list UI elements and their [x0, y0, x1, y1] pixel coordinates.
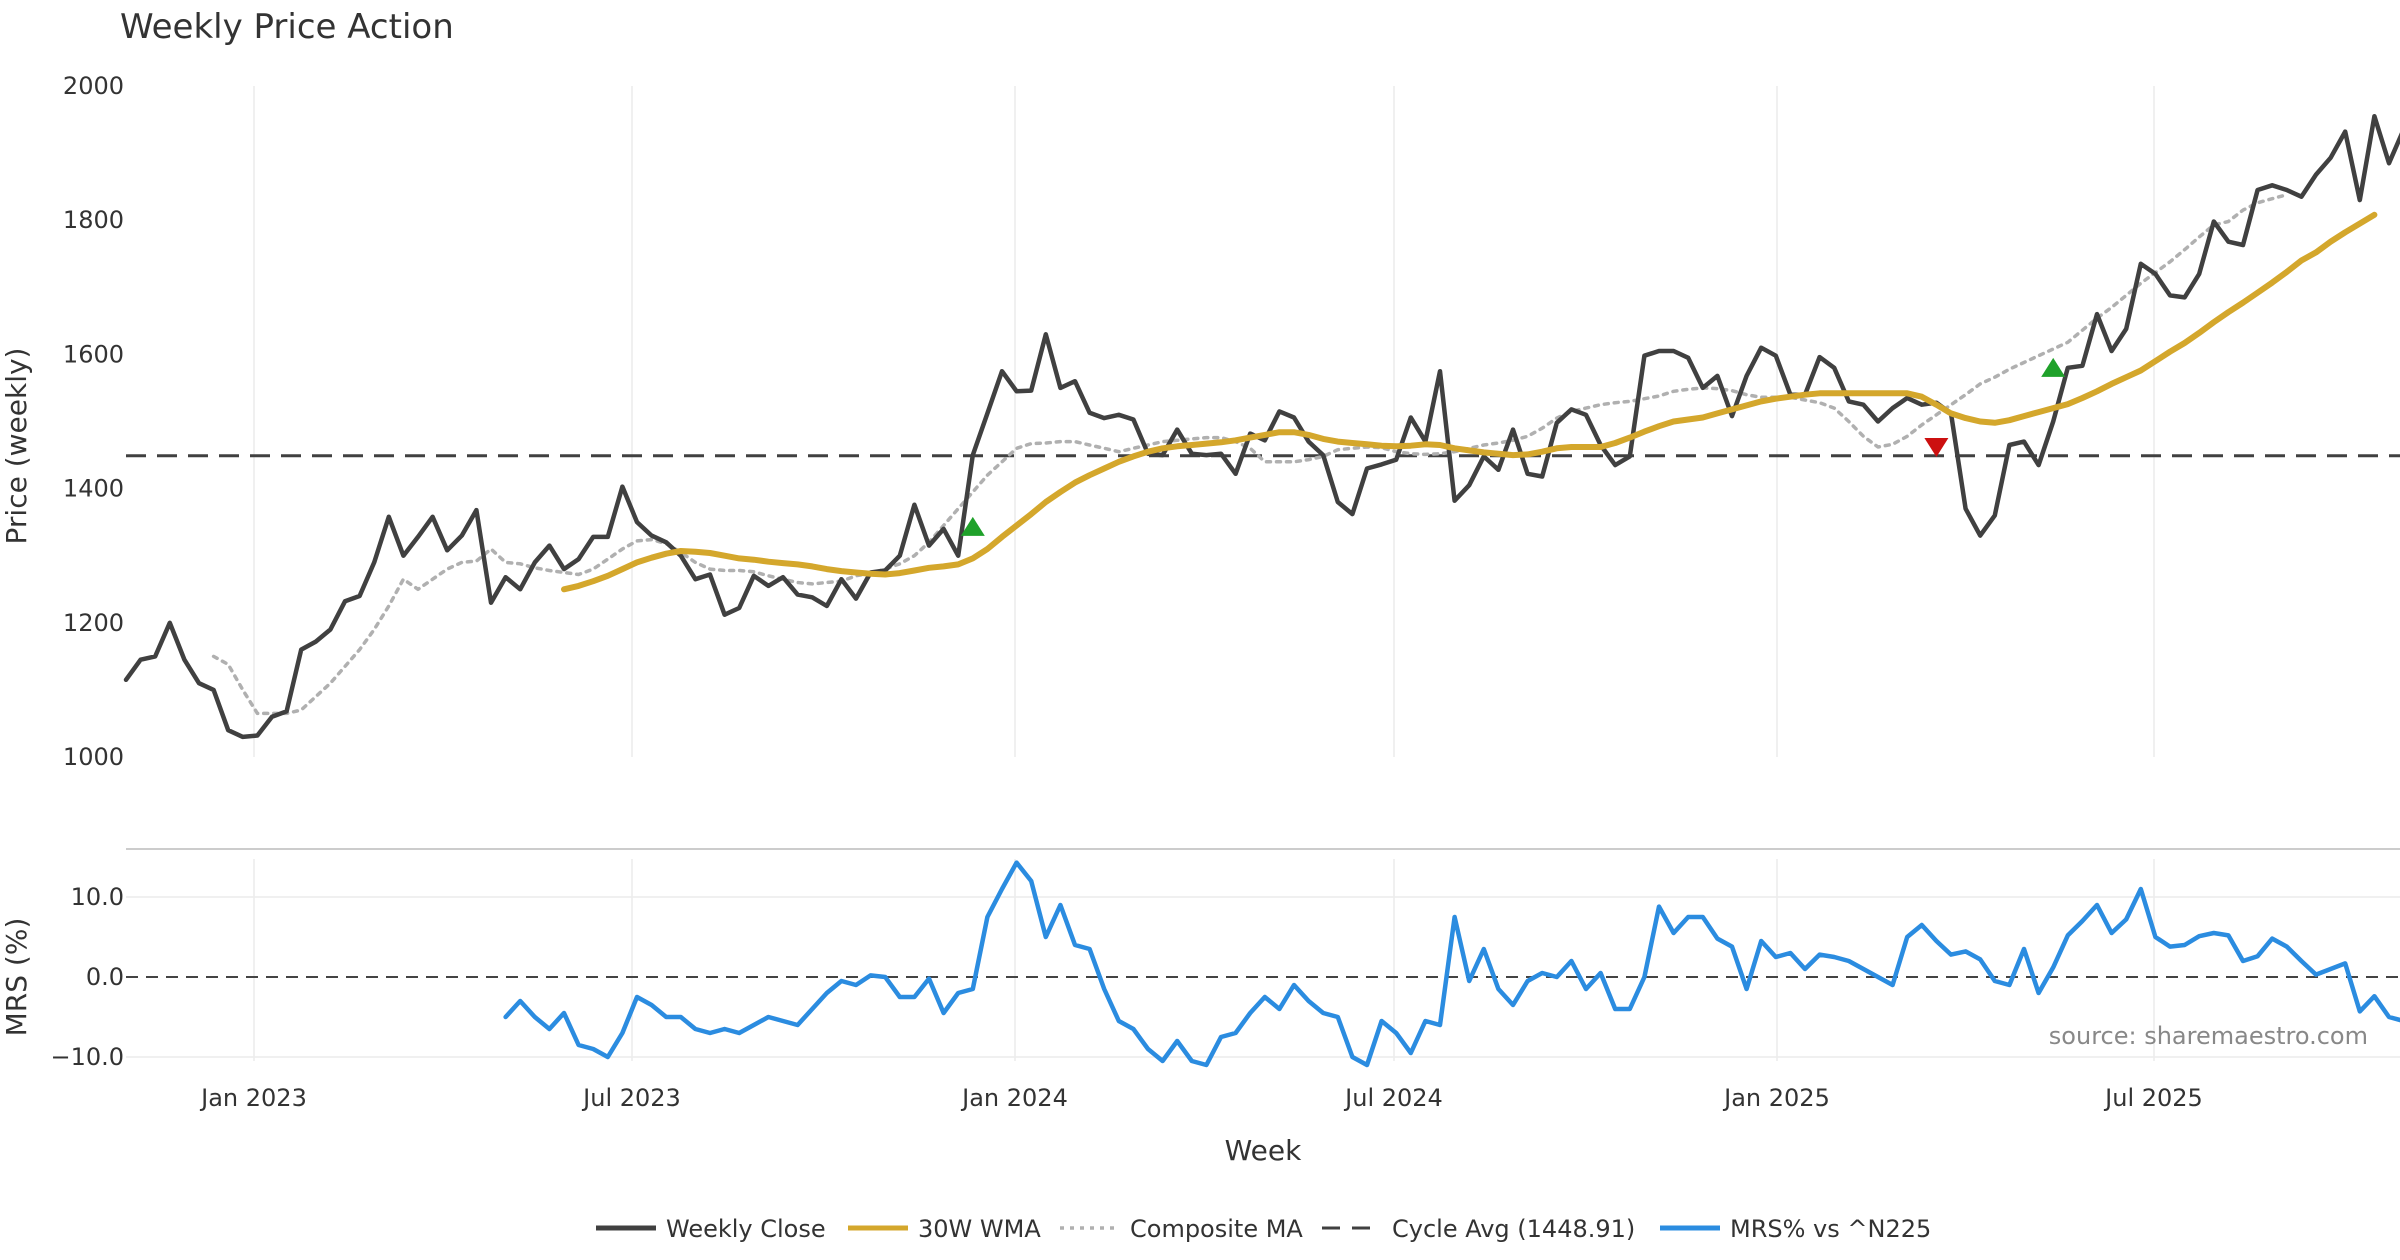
mrs-y-ticks: 10.0 0.0 −10.0	[50, 883, 124, 1071]
30w-wma-line	[561, 211, 2378, 593]
legend-label: Weekly Close	[666, 1215, 826, 1243]
buy-signal-marker	[960, 516, 985, 536]
price-y-axis-label: Price (weekly)	[0, 348, 33, 545]
price-series	[123, 113, 2400, 740]
price-y-tick-label: 1800	[63, 206, 124, 234]
composite-ma-line	[211, 192, 2289, 716]
price-panel: 1000 1200 1400 1600 1800 2000 Price (weekly)	[0, 72, 2400, 771]
mrs-series	[503, 860, 2400, 1068]
x-ticks: Jan 2023 Jul 2023 Jan 2024 Jul 2024 Jan 2025…	[199, 1084, 2203, 1112]
mrs-y-axis-label: MRS (%)	[0, 918, 33, 1037]
weekly-close-line	[123, 113, 2400, 740]
legend-label: Cycle Avg (1448.91)	[1392, 1215, 1635, 1243]
chart-title: Weekly Price Action	[120, 7, 454, 47]
x-axis-label: Week	[1225, 1134, 1302, 1167]
legend-label: Composite MA	[1130, 1215, 1303, 1243]
buy-signal-marker	[2041, 357, 2066, 377]
x-tick-label: Jan 2023	[199, 1084, 307, 1112]
legend: Weekly Close 30W WMA Composite MA Cycle Avg…	[596, 1215, 1931, 1243]
x-tick-label: Jan 2024	[960, 1084, 1068, 1112]
mrs-panel: 10.0 0.0 −10.0 MRS (%) source: sharemaestr…	[0, 859, 2400, 1071]
sell-signal-marker	[1924, 437, 1949, 457]
price-y-tick-label: 1400	[63, 475, 124, 503]
x-tick-label: Jul 2024	[1343, 1084, 1443, 1112]
mrs-line	[503, 860, 2400, 1068]
mrs-grid	[126, 859, 2400, 1061]
price-y-tick-label: 1000	[63, 743, 124, 771]
price-y-tick-label: 2000	[63, 72, 124, 100]
source-note: source: sharemaestro.com	[2049, 1022, 2368, 1050]
price-grid	[253, 86, 2155, 757]
legend-label: MRS% vs ^N225	[1730, 1215, 1931, 1243]
price-y-tick-label: 1200	[63, 609, 124, 637]
mrs-y-tick-label: 10.0	[71, 883, 124, 911]
x-tick-label: Jul 2023	[581, 1084, 681, 1112]
x-tick-label: Jan 2025	[1722, 1084, 1830, 1112]
price-y-tick-label: 1600	[63, 340, 124, 368]
price-y-ticks: 1000 1200 1400 1600 1800 2000	[63, 72, 124, 771]
price-signals	[960, 357, 2066, 536]
mrs-y-tick-label: −10.0	[50, 1043, 124, 1071]
mrs-y-tick-label: 0.0	[86, 963, 124, 991]
legend-label: 30W WMA	[918, 1215, 1041, 1243]
x-tick-label: Jul 2025	[2103, 1084, 2203, 1112]
